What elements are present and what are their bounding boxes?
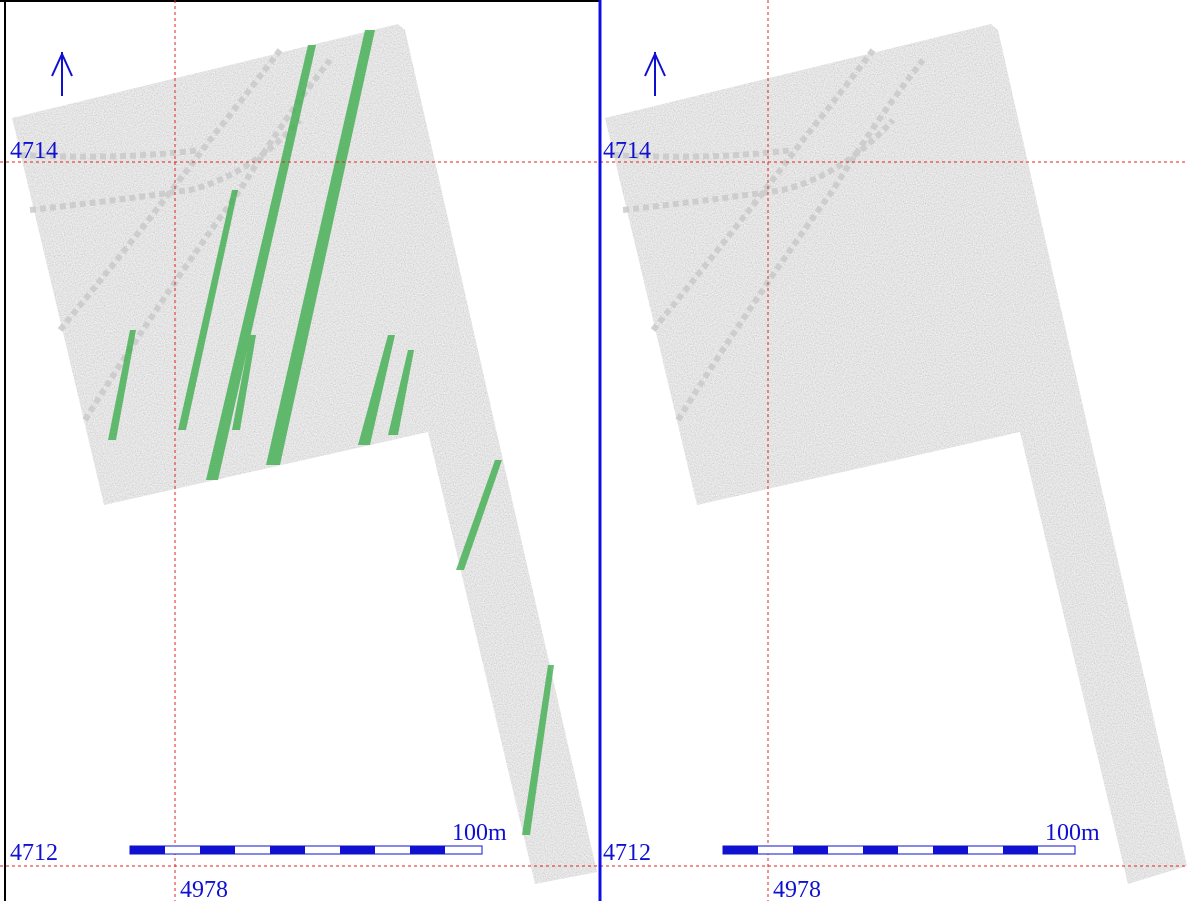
grid-label: 4714 bbox=[10, 138, 58, 164]
scale-label: 100m bbox=[1045, 820, 1100, 846]
north-arrow bbox=[52, 52, 72, 96]
panel-left: 4714 4712 4978 100m bbox=[0, 0, 600, 901]
scale-bar bbox=[130, 846, 482, 854]
grid-label: 4978 bbox=[773, 877, 821, 901]
survey-area bbox=[605, 24, 1187, 884]
survey-map: 4714 4712 4978 100m 4714 bbox=[0, 0, 1187, 901]
grid-label: 4712 bbox=[10, 840, 58, 866]
scale-label: 100m bbox=[452, 820, 507, 846]
panel-right: 4714 4712 4978 100m bbox=[600, 0, 1187, 901]
north-arrow bbox=[645, 52, 665, 96]
grid-label: 4712 bbox=[603, 840, 651, 866]
scale-bar bbox=[723, 846, 1075, 854]
grid-label: 4978 bbox=[180, 877, 228, 901]
survey-area bbox=[12, 24, 597, 884]
grid-label: 4714 bbox=[603, 138, 651, 164]
